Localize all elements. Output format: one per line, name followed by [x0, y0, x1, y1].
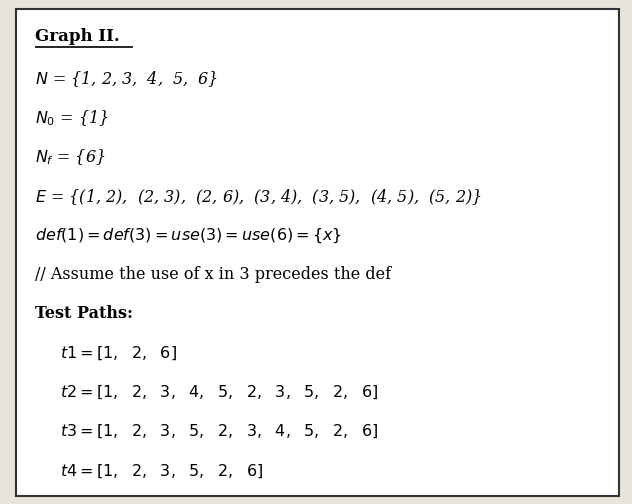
- Text: $t3 = [1,\ \ 2,\ \ 3,\ \ 5,\ \ 2,\ \ 3,\ \ 4,\ \ 5,\ \ 2,\ \ 6]$: $t3 = [1,\ \ 2,\ \ 3,\ \ 5,\ \ 2,\ \ 3,\…: [60, 423, 379, 440]
- Text: $t2 = [1,\ \ 2,\ \ 3,\ \ 4,\ \ 5,\ \ 2,\ \ 3,\ \ 5,\ \ 2,\ \ 6]$: $t2 = [1,\ \ 2,\ \ 3,\ \ 4,\ \ 5,\ \ 2,\…: [60, 384, 379, 401]
- Text: $N$ = {1, 2, 3,  4,  5,  6}: $N$ = {1, 2, 3, 4, 5, 6}: [35, 69, 218, 89]
- Text: // Assume the use of x in 3 precedes the def: // Assume the use of x in 3 precedes the…: [35, 266, 391, 283]
- Text: $E$ = {(1, 2),  (2, 3),  (2, 6),  (3, 4),  (3, 5),  (4, 5),  (5, 2)}: $E$ = {(1, 2), (2, 3), (2, 6), (3, 4), (…: [35, 187, 482, 207]
- Text: $N_0$ = {1}: $N_0$ = {1}: [35, 108, 109, 128]
- Text: $N_f$ = {6}: $N_f$ = {6}: [35, 148, 106, 167]
- Text: $t1 = [1,\ \ 2,\ \ 6]$: $t1 = [1,\ \ 2,\ \ 6]$: [60, 344, 177, 361]
- Text: $def(1) = def(3) = use(3) = use(6) = \{x\}$: $def(1) = def(3) = use(3) = use(6) = \{x…: [35, 226, 342, 244]
- FancyBboxPatch shape: [16, 9, 619, 496]
- Text: $t4 = [1,\ \ 2,\ \ 3,\ \ 5,\ \ 2,\ \ 6]$: $t4 = [1,\ \ 2,\ \ 3,\ \ 5,\ \ 2,\ \ 6]$: [60, 462, 264, 479]
- Text: Test Paths:: Test Paths:: [35, 305, 133, 322]
- Text: Graph II.: Graph II.: [35, 28, 119, 45]
